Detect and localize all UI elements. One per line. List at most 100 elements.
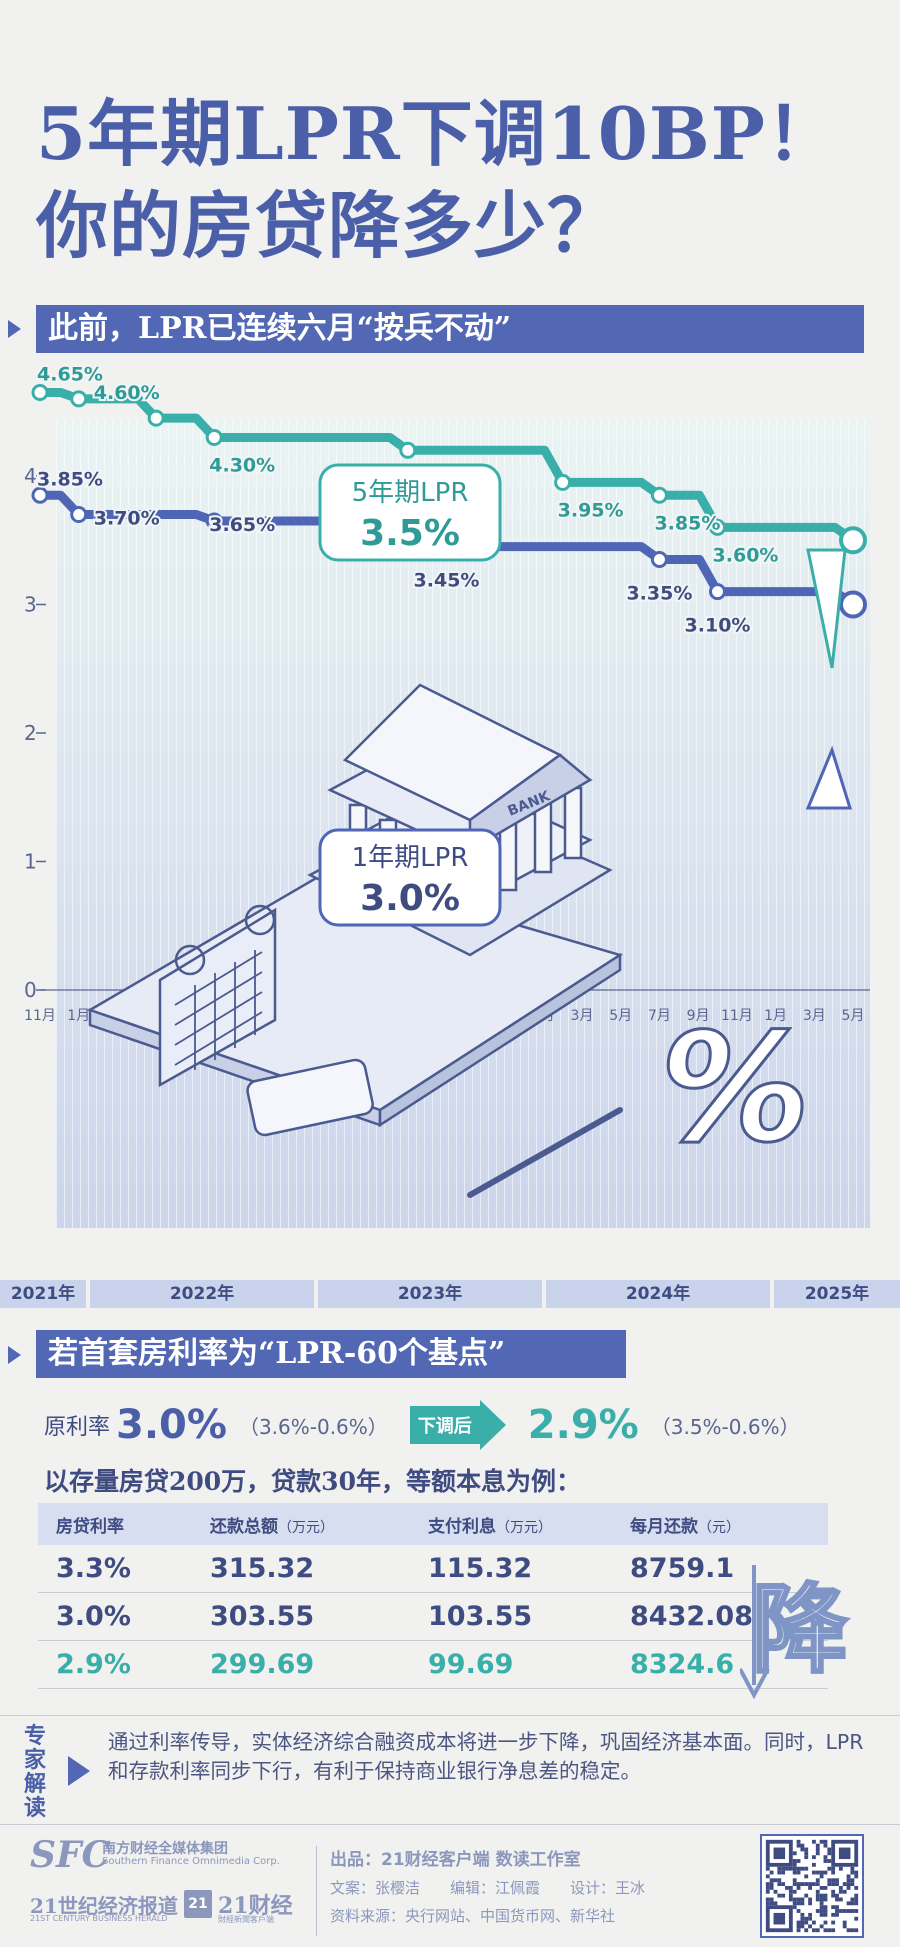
qr-module bbox=[819, 1924, 824, 1929]
qr-module bbox=[815, 1897, 820, 1902]
table-cell: 8759.1 bbox=[630, 1553, 735, 1584]
qr-module bbox=[769, 1882, 774, 1886]
table-header: 房贷利率 还款总额（万元） 支付利息（万元） 每月还款（元） bbox=[38, 1503, 828, 1545]
table-cell: 3.3% bbox=[56, 1553, 131, 1584]
qr-module bbox=[796, 1920, 801, 1925]
qr-module bbox=[835, 1893, 839, 1898]
sfc-name: 南方财经全媒体集团 bbox=[102, 1841, 228, 1857]
year-label: 2021年 bbox=[0, 1280, 86, 1308]
qr-module bbox=[792, 1862, 797, 1867]
qr-module bbox=[788, 1893, 793, 1898]
qr-module bbox=[800, 1847, 805, 1852]
table-row: 2.9% 299.69 99.69 8324.6 bbox=[38, 1641, 828, 1689]
data-point bbox=[709, 583, 726, 601]
qr-module bbox=[819, 1839, 824, 1844]
data-label: 3.45% bbox=[414, 570, 480, 592]
data-label: 4.65% bbox=[37, 363, 103, 385]
qr-module bbox=[800, 1920, 805, 1925]
table-cell: 303.55 bbox=[210, 1601, 315, 1632]
table-cell: 103.55 bbox=[428, 1601, 533, 1632]
qr-module bbox=[792, 1889, 797, 1894]
qr-module bbox=[769, 1901, 774, 1906]
data-point bbox=[650, 486, 668, 504]
qr-module bbox=[796, 1843, 801, 1848]
qr-module bbox=[804, 1928, 809, 1933]
section-header-mortgage: 若首套房利率为“LPR-60个基点” bbox=[36, 1330, 626, 1378]
new-rate-formula: （3.5%-0.6%） bbox=[650, 1414, 800, 1439]
qr-module bbox=[815, 1928, 820, 1933]
qr-module bbox=[819, 1893, 824, 1898]
qr-module bbox=[765, 1889, 770, 1894]
x-tick-label: 11月 bbox=[24, 1008, 56, 1024]
qr-module bbox=[827, 1847, 832, 1852]
qr-module bbox=[854, 1916, 859, 1921]
qr-module bbox=[765, 1882, 770, 1886]
caijing-subtitle: 財經新聞客戶端 bbox=[218, 1915, 274, 1924]
qr-module bbox=[800, 1912, 805, 1917]
qr-module bbox=[854, 1870, 859, 1875]
orig-rate-value: 3.0% bbox=[116, 1402, 227, 1448]
data-point bbox=[554, 473, 572, 491]
qr-module bbox=[800, 1866, 805, 1871]
qr-module bbox=[831, 1866, 836, 1871]
qr-module bbox=[796, 1859, 801, 1863]
qr-module bbox=[792, 1878, 797, 1883]
qr-module bbox=[823, 1905, 828, 1910]
data-label: 4.60% bbox=[94, 382, 160, 404]
qr-module bbox=[823, 1920, 828, 1925]
qr-module bbox=[812, 1870, 816, 1875]
qr-code-icon[interactable] bbox=[760, 1834, 864, 1938]
year-label: 2025年 bbox=[774, 1280, 900, 1308]
qr-module bbox=[831, 1870, 836, 1875]
qr-module bbox=[854, 1886, 859, 1890]
qr-finder bbox=[838, 1847, 851, 1860]
qr-module bbox=[846, 1878, 851, 1883]
qr-module bbox=[804, 1847, 809, 1852]
qr-module bbox=[846, 1909, 851, 1913]
table-cell: 299.69 bbox=[210, 1649, 315, 1680]
qr-module bbox=[812, 1855, 816, 1860]
data-point bbox=[205, 428, 223, 446]
qr-module bbox=[800, 1916, 805, 1921]
qr-module bbox=[819, 1901, 824, 1906]
qr-module bbox=[777, 1882, 782, 1886]
x-tick-label: 3月 bbox=[571, 1008, 594, 1024]
qr-module bbox=[819, 1874, 824, 1879]
qr-module bbox=[823, 1870, 828, 1875]
qr-module bbox=[854, 1901, 859, 1906]
new-rate-value: 2.9% bbox=[527, 1402, 639, 1448]
qr-module bbox=[765, 1897, 770, 1902]
qr-module bbox=[788, 1866, 793, 1871]
qr-module bbox=[815, 1843, 820, 1848]
qr-module bbox=[773, 1878, 778, 1883]
qr-module bbox=[831, 1920, 836, 1925]
qr-module bbox=[796, 1839, 801, 1844]
qr-module bbox=[854, 1893, 859, 1898]
qr-module bbox=[823, 1909, 828, 1913]
callout-value: 3.5% bbox=[360, 513, 460, 554]
qr-module bbox=[773, 1889, 778, 1894]
footer: SFC 南方财经全媒体集团 Southern Finance Omnimedia… bbox=[0, 1826, 900, 1947]
column-header: 房贷利率 bbox=[56, 1516, 124, 1537]
qr-module bbox=[796, 1897, 801, 1902]
qr-module bbox=[788, 1889, 793, 1894]
data-point bbox=[31, 486, 49, 504]
title-line-1: 5年期LPR下调10BP！ bbox=[36, 91, 839, 176]
qr-module bbox=[846, 1874, 851, 1879]
qr-module bbox=[823, 1893, 828, 1898]
qr-module bbox=[808, 1916, 812, 1921]
credits: 出品：21财经客户端 数读工作室 文案：张樱洁 编辑：江佩霞 设计：王冰 资料来… bbox=[330, 1846, 645, 1930]
qr-module bbox=[854, 1909, 859, 1913]
qr-module bbox=[781, 1866, 786, 1871]
caijing-badge-icon: 21 bbox=[184, 1890, 212, 1918]
section-marker-icon bbox=[8, 320, 21, 338]
qr-module bbox=[765, 1866, 770, 1871]
table-row: 3.3% 315.32 115.32 8759.1 bbox=[38, 1545, 828, 1593]
qr-module bbox=[842, 1909, 847, 1913]
qr-module bbox=[831, 1882, 836, 1886]
sfc-logo: SFC bbox=[30, 1834, 111, 1876]
rate-comparison: 原利率 3.0% （3.6%-0.6%） 下调后 2.9% （3.5%-0.6%… bbox=[44, 1395, 800, 1455]
qr-module bbox=[796, 1870, 801, 1875]
qr-module bbox=[812, 1920, 816, 1925]
qr-module bbox=[804, 1920, 809, 1925]
